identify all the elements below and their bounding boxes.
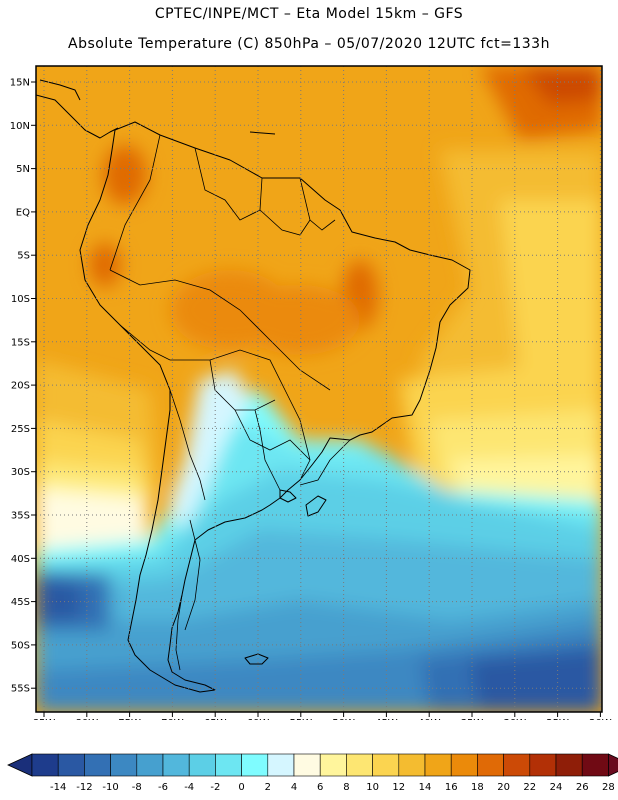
lon-label: 55W [289,718,312,720]
falkland-islands [244,653,269,665]
colorbar-label: 12 [392,782,405,793]
colorbar-label: 6 [317,782,323,793]
country-borders [109,134,351,671]
lat-label: 35S [11,511,30,522]
lat-label: EQ [16,207,30,218]
temperature-field [36,66,602,712]
colorbar-label: -2 [210,782,220,793]
lat-label: 15N [10,78,30,89]
colorbar-swatch [529,753,557,777]
lon-label: 85W [33,718,56,720]
lon-label: 80W [75,718,98,720]
colorbar-swatch [503,753,531,777]
latitude-labels: 15N 10N 5N EQ 5S 10S 15S 20S 25S 30S 35S 40S 45S 50S 5… [10,78,36,695]
temperature-map: 15N 10N 5N EQ 5S 10S 15S 20S 25S 30S 35S 40S 45S 50S 5… [10,65,612,720]
colorbar-label: -12 [76,782,92,793]
title-line-1: CPTEC/INPE/MCT – Eta Model 15km – GFS [154,6,464,22]
lon-label: 50W [332,718,355,720]
colorbar-label: -8 [132,782,142,793]
lat-label: 25S [11,424,30,435]
colorbar-label: 0 [238,782,244,793]
colorbar-swatch [293,753,321,777]
coastlines [36,79,471,693]
south-america-coastline [79,121,471,693]
lon-label: 25W [546,718,569,720]
lon-label: 40W [418,718,441,720]
lon-label: 70W [161,718,184,720]
lat-label: 5S [17,251,30,262]
colorbar-swatch [319,753,347,777]
central-america-coastline [36,94,119,139]
colorbar-swatch [241,753,269,777]
lon-label: 35W [461,718,484,720]
lon-label: 60W [247,718,270,720]
colorbar-swatch [162,753,190,777]
colorbar-label: 4 [291,782,297,793]
colorbar-swatch [450,753,478,777]
lat-label: 30S [11,467,30,478]
colorbar-swatch [110,753,138,777]
colorbar-swatch [215,753,242,777]
colorbar-label: 16 [445,782,458,793]
colorbar-swatch [372,753,400,777]
colorbar-label: 10 [366,782,379,793]
colorbar-label: 18 [471,782,484,793]
colorbar-label: -10 [102,782,118,793]
colorbar-swatch [555,753,583,777]
lon-label: 20W [589,718,612,720]
lagoa-dos-patos [305,495,327,517]
lat-label: 15S [11,337,30,348]
colorbar-label: 2 [265,782,271,793]
lat-label: 55S [11,684,30,695]
lat-label: 40S [11,554,30,565]
colorbar-swatch [136,753,164,777]
colorbar-label: -14 [50,782,66,793]
colorbar-label: 26 [576,782,589,793]
colorbar-swatch [188,753,216,777]
lon-label: 65W [204,718,227,720]
colorbar-label: 22 [523,782,536,793]
lon-label: 45W [375,718,398,720]
colorbar-swatch [84,753,111,777]
lat-label: 20S [11,381,30,392]
longitude-labels: 85W 80W 75W 70W 65W 60W 55W 50W 45W 40W 35W 30W 25W 2… [33,712,612,720]
colorbar-low-arrow [7,753,33,777]
colorbar-label: 14 [419,782,432,793]
colorbar-swatch [267,753,295,777]
colorbar-label: -4 [184,782,194,793]
colorbar-label: 8 [343,782,349,793]
lat-label: 50S [11,640,30,651]
lat-label: 45S [11,597,30,608]
lon-label: 75W [118,718,141,720]
map-frame [35,65,603,713]
lat-label: 5N [16,164,30,175]
colorbar-label: 28 [602,782,615,793]
colorbar-swatch [31,753,59,777]
colorbar-label: 20 [497,782,510,793]
colorbar-label: 24 [550,782,563,793]
colorbar-label: -6 [158,782,168,793]
lon-label: 30W [503,718,526,720]
colorbar-swatch [57,753,85,777]
colorbar-swatch [398,753,426,777]
lat-label: 10N [10,121,30,132]
title-line-2: Absolute Temperature (C) 850hPa – 05/07/… [68,36,550,52]
colorbar-swatch [424,753,452,777]
lat-label: 10S [11,294,30,305]
colorbar: -14 -12 -10 -8 -6 -4 -2 0 2 4 6 8 10 12 14 16 18 20 22 24 26… [7,753,618,793]
colorbar-swatch [477,753,504,777]
colorbar-high-arrow [608,753,618,777]
colorbar-swatch [581,753,609,777]
colorbar-swatch [346,753,373,777]
